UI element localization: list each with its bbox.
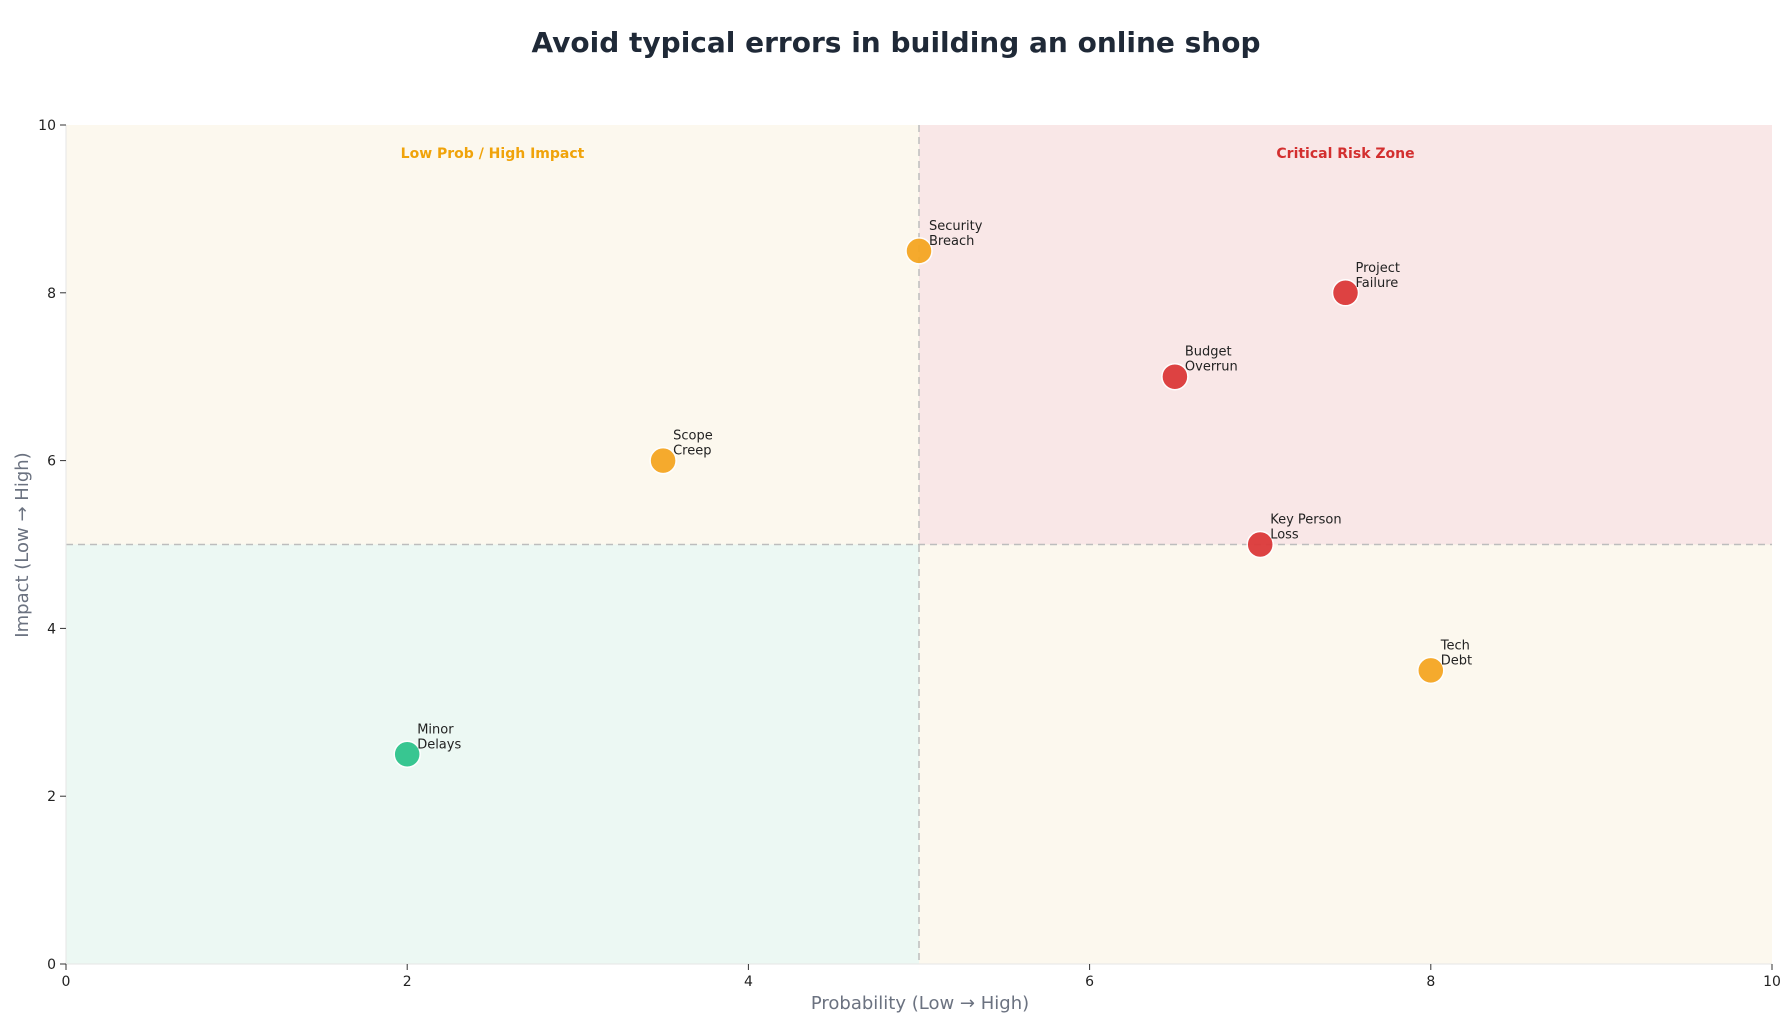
point-label-budget-overrun: Budget Overrun — [1185, 345, 1238, 375]
point-label-line: Loss — [1270, 528, 1299, 543]
point-label-tech-debt: Tech Debt — [1440, 638, 1472, 668]
point-label-line: Creep — [673, 444, 711, 459]
quadrant-high-low — [919, 544, 1772, 964]
y-tick-label: 8 — [47, 286, 56, 302]
point-label-line: Overrun — [1185, 360, 1238, 375]
point-key-person-loss — [1246, 530, 1274, 559]
point-label-line: Scope — [673, 429, 713, 444]
data-points: Minor Delays Scope Creep Security Breach Budge… — [393, 219, 1472, 768]
y-tick-label: 6 — [47, 454, 56, 470]
chart-title: Avoid typical errors in building an onli… — [531, 26, 1260, 59]
point-budget-overrun — [1161, 362, 1189, 391]
point-label-line: Security — [929, 219, 983, 234]
point-label-project-failure: Project Failure — [1356, 261, 1400, 291]
quadrant-backgrounds — [66, 125, 1772, 964]
point-label-key-person-loss: Key Person Loss — [1270, 513, 1341, 543]
point-tech-debt — [1417, 656, 1445, 685]
point-label-line: Minor — [417, 722, 454, 737]
x-axis-label: Probability (Low → High) — [811, 993, 1029, 1014]
point-label-line: Project — [1356, 261, 1400, 276]
point-label-line: Debt — [1441, 653, 1472, 668]
x-tick-label: 4 — [744, 974, 753, 990]
point-label-scope-creep: Scope Creep — [673, 429, 713, 459]
point-label-line: Budget — [1185, 345, 1232, 360]
y-tick-label: 10 — [38, 118, 56, 134]
zone-labels: Low Prob / High Impact Critical Risk Zone — [401, 146, 1415, 162]
point-label-line: Breach — [929, 234, 974, 249]
y-tick-label: 4 — [47, 621, 56, 637]
threshold-dividers — [66, 125, 1772, 964]
point-label-minor-delays: Minor Delays — [417, 722, 461, 752]
point-label-line: Tech — [1440, 638, 1470, 653]
x-tick-label: 8 — [1426, 974, 1435, 990]
x-tick-label: 2 — [403, 974, 412, 990]
axes: 0 2 4 6 8 10 0 2 4 6 8 10 — [38, 118, 1781, 990]
zone-label-high-high: Critical Risk Zone — [1276, 146, 1414, 162]
quadrant-high-high — [919, 125, 1772, 545]
quadrant-low-high — [66, 125, 919, 545]
point-security-breach — [905, 237, 933, 265]
point-label-security-breach: Security Breach — [929, 219, 983, 249]
x-tick-label: 10 — [1763, 974, 1781, 990]
y-axis-label: Impact (Low → High) — [12, 452, 33, 637]
point-label-line: Key Person — [1270, 513, 1341, 528]
x-tick-label: 0 — [62, 974, 71, 990]
point-label-line: Failure — [1356, 276, 1399, 291]
zone-label-low-high: Low Prob / High Impact — [401, 146, 585, 162]
point-project-failure — [1331, 279, 1360, 307]
point-minor-delays — [393, 740, 421, 768]
point-label-line: Delays — [417, 737, 461, 752]
point-scope-creep — [649, 446, 677, 475]
x-tick-label: 6 — [1085, 974, 1094, 990]
quadrant-low-low — [66, 544, 919, 964]
y-tick-label: 2 — [47, 789, 56, 805]
y-tick-label: 0 — [47, 957, 56, 973]
